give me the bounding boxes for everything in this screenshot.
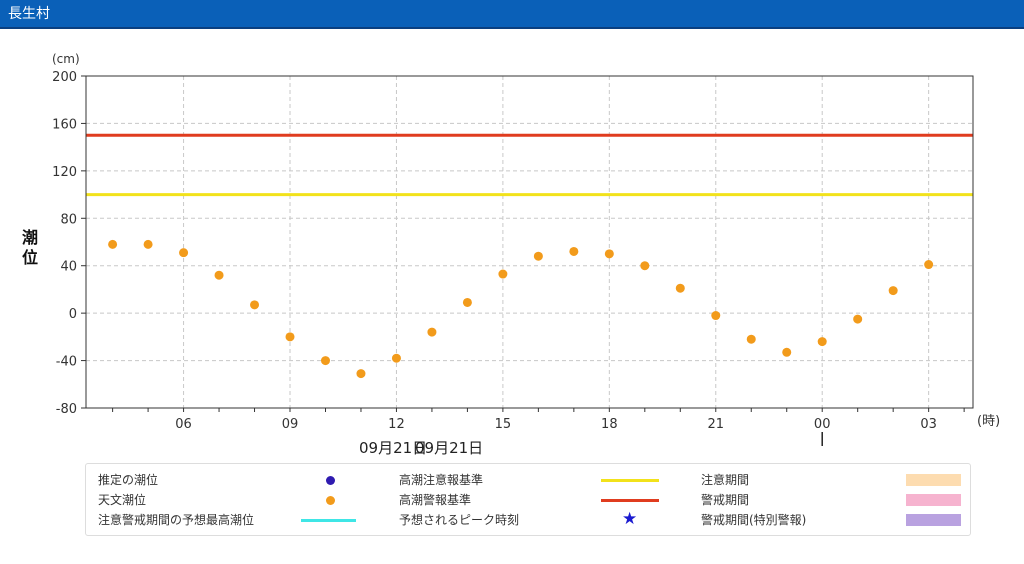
legend-label-forecast-max: 注意警戒期間の予想最高潮位 — [98, 513, 255, 527]
x-tick-label: 03 — [920, 417, 937, 432]
x-tick-label: 21 — [707, 417, 724, 432]
y-axis-unit: (cm) — [52, 52, 80, 66]
y-tick-label: -80 — [56, 402, 77, 417]
astro-tide-point — [569, 246, 579, 256]
astro-tide-point — [250, 300, 260, 310]
astro-tide-point — [320, 356, 330, 366]
astro-tide-point — [285, 332, 295, 342]
astro-tide-point — [391, 353, 401, 363]
location-title: 長生村 — [8, 6, 50, 22]
astro-tide-point — [640, 261, 650, 271]
x-tick-label: 15 — [495, 417, 512, 432]
x-axis-unit: (時) — [977, 414, 1000, 429]
legend-label-caution-period: 注意期間 — [701, 473, 750, 487]
date-label: 09月21日 — [415, 439, 483, 457]
legend-label-astro-tide: 天文潮位 — [98, 493, 147, 507]
astro-tide-point — [711, 311, 721, 321]
legend-label-special-warning-period: 警戒期間(特別警報) — [701, 513, 807, 527]
special-warning-period-band-icon — [906, 514, 961, 526]
astro-tide-point — [782, 347, 792, 357]
x-tick-label: 06 — [175, 417, 192, 432]
legend-label-warning-standard: 高潮警報基準 — [399, 493, 472, 507]
x-tick-label: 09 — [282, 417, 299, 432]
date-label: 09月21日 — [359, 439, 427, 457]
y-tick-label: 0 — [69, 307, 77, 322]
warning-period-band-icon — [906, 494, 961, 506]
y-tick-label: 200 — [52, 70, 77, 85]
y-tick-label: 80 — [60, 212, 77, 227]
caution-line-icon — [601, 479, 659, 482]
tide-chart: 200 160 120 80 40 0 -40 -80 06 09 12 15 18 21 00 03 09月2… — [22, 52, 1000, 457]
astro-tide-point — [179, 248, 189, 258]
astro-tide-dot-icon — [326, 496, 335, 505]
x-tick-label: 12 — [388, 417, 405, 432]
astro-tide-point — [817, 337, 827, 347]
y-tick-label: 120 — [52, 165, 77, 180]
page-title-bar: 長生村 — [0, 0, 1024, 29]
astro-tide-point — [108, 239, 118, 249]
plot-frame — [85, 75, 974, 409]
legend-label-warning-period: 警戒期間 — [701, 493, 750, 507]
y-axis-title-char: 位 — [22, 248, 38, 267]
astro-tide-point — [533, 251, 543, 261]
legend-label-caution-standard: 高潮注意報基準 — [399, 473, 484, 487]
astro-tide-point — [675, 283, 685, 293]
legend-label-estimated-tide: 推定の潮位 — [98, 473, 159, 487]
y-tick-label: -40 — [56, 355, 77, 370]
astro-tide-point — [214, 270, 224, 280]
astro-tide-point — [427, 327, 437, 337]
estimated-tide-dot-icon — [326, 476, 335, 485]
astro-tide-point — [888, 286, 898, 296]
x-tick-label: 00 — [814, 417, 831, 432]
peak-time-star-icon: ★ — [622, 509, 638, 529]
astro-tide-point — [462, 297, 472, 307]
y-tick-label: 160 — [52, 117, 77, 132]
x-tick-label: 18 — [601, 417, 618, 432]
astro-tide-point — [143, 239, 153, 249]
astro-tide-point — [356, 369, 366, 379]
astro-tide-point — [924, 260, 934, 270]
warning-line-icon — [601, 499, 659, 502]
legend-label-peak-time: 予想されるピーク時刻 — [399, 513, 520, 527]
astro-tide-point — [498, 269, 508, 279]
astro-tide-point — [604, 249, 614, 259]
y-tick-label: 40 — [60, 260, 77, 275]
forecast-max-line-icon — [301, 519, 356, 522]
chart-legend: 推定の潮位 天文潮位 注意警戒期間の予想最高潮位 高潮注意報基準 高潮警報基準 … — [85, 463, 971, 536]
y-axis-title-char: 潮 — [22, 228, 38, 247]
caution-period-band-icon — [906, 474, 961, 486]
astro-tide-point — [746, 334, 756, 344]
astro-tide-point — [853, 314, 863, 324]
